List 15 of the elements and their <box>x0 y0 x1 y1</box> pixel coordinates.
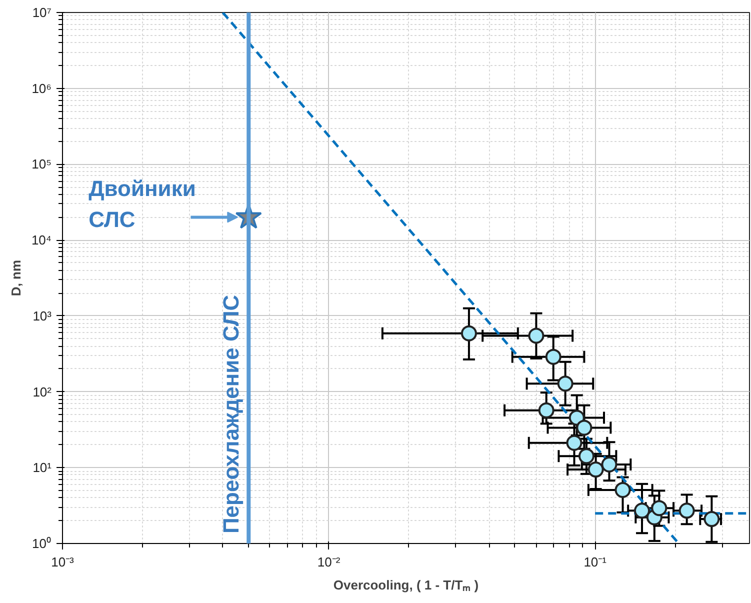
ref-line-label: Переохлаждение СЛС <box>218 294 244 534</box>
x-axis-title: Overcooling, ( 1 - T/Tₘ ) <box>333 578 479 592</box>
y-tick-label: 10³ <box>32 308 52 324</box>
y-tick-label: 10² <box>32 384 52 400</box>
x-tick-label: 10⁻¹ <box>584 554 608 570</box>
y-tick-label: 10⁰ <box>32 536 52 551</box>
y-tick-label: 10⁵ <box>32 156 52 172</box>
y-tick-label: 10⁶ <box>32 80 52 96</box>
y-axis-title: D, nm <box>8 260 24 296</box>
y-tick-label: 10⁷ <box>32 5 52 20</box>
x-tick-label: 10⁻³ <box>51 554 75 570</box>
y-tick-label: 10¹ <box>32 460 52 476</box>
x-tick-label: 10⁻² <box>317 554 341 570</box>
y-tick-label: 10⁴ <box>31 232 52 248</box>
annotation: Двойники СЛС <box>88 176 196 232</box>
